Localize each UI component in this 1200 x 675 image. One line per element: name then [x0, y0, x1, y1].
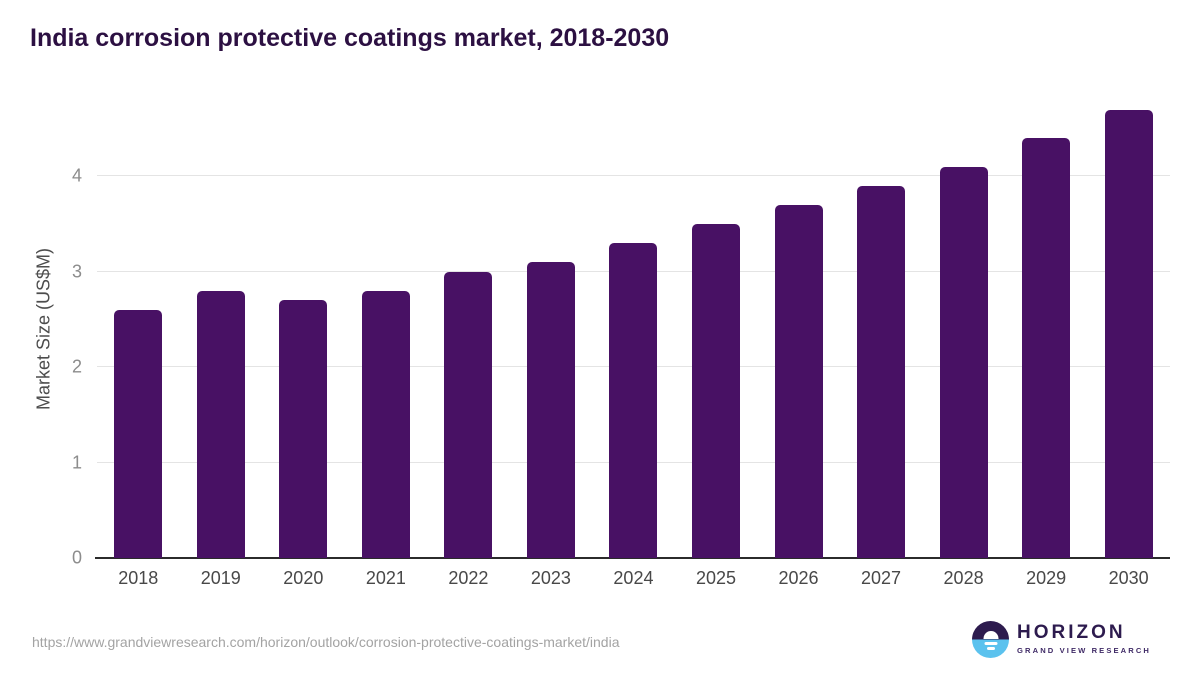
bar-2019	[196, 290, 245, 558]
x-axis-labels: 2018 2019 2020 2021 2022 2023 2024 2025 2026 2027…	[97, 568, 1170, 589]
plot-area	[95, 100, 1170, 559]
bar-slot-2023	[510, 100, 593, 558]
bar-2027	[857, 185, 906, 558]
x-tick-label-2029: 2029	[1026, 568, 1067, 588]
bar-slot-2021	[345, 100, 428, 558]
bar-slot-2018	[97, 100, 180, 558]
bar-2021	[361, 290, 410, 558]
x-tick-label-2027: 2027	[861, 568, 902, 588]
y-tick-label-4: 4	[71, 165, 82, 186]
x-tick-label-2020: 2020	[283, 568, 324, 588]
sun-dome-shape	[983, 631, 999, 639]
horizon-sun-icon	[972, 620, 1010, 658]
brand-tagline: GRAND VIEW RESEARCH	[1017, 645, 1151, 655]
bar-2024	[609, 243, 658, 558]
bar-series	[97, 100, 1170, 558]
y-tick-label-2: 2	[71, 356, 82, 377]
chart-title: India corrosion protective coatings mark…	[30, 24, 670, 52]
bar-slot-2026	[757, 100, 840, 558]
sun-reflection-line	[986, 647, 995, 650]
x-tick-label-2023: 2023	[530, 568, 571, 588]
bar-2026	[774, 204, 823, 558]
brand-logo: HORIZON GRAND VIEW RESEARCH	[972, 620, 1151, 658]
x-tick-label-2026: 2026	[778, 568, 819, 588]
x-tick-label-2030: 2030	[1108, 568, 1149, 588]
bar-2023	[526, 262, 575, 558]
sun-reflection-line	[984, 642, 998, 645]
logo-text: HORIZON GRAND VIEW RESEARCH	[1017, 622, 1151, 655]
x-tick-label-2018: 2018	[118, 568, 159, 588]
bar-2029	[1022, 138, 1071, 558]
x-tick-label-2019: 2019	[200, 568, 241, 588]
bar-slot-2020	[262, 100, 345, 558]
gridline-y4	[97, 175, 1170, 177]
bar-2025	[691, 224, 740, 558]
brand-name: HORIZON	[1017, 622, 1126, 644]
bar-2030	[1104, 109, 1153, 558]
bar-slot-2022	[427, 100, 510, 558]
bar-slot-2025	[675, 100, 758, 558]
x-tick-label-2021: 2021	[365, 568, 406, 588]
x-tick-label-2028: 2028	[943, 568, 984, 588]
y-tick-label-3: 3	[71, 261, 82, 282]
bar-2022	[444, 271, 493, 558]
y-tick-label-0: 0	[71, 547, 82, 568]
x-tick-label-2022: 2022	[448, 568, 489, 588]
bar-slot-2027	[840, 100, 923, 558]
bar-2020	[279, 300, 328, 558]
x-tick-label-2024: 2024	[613, 568, 654, 588]
x-tick-label-2025: 2025	[695, 568, 736, 588]
y-tick-label-1: 1	[71, 452, 82, 473]
bar-slot-2030	[1087, 100, 1170, 558]
bar-2028	[939, 166, 988, 558]
bar-slot-2028	[922, 100, 1005, 558]
bar-slot-2024	[592, 100, 675, 558]
x-axis-line	[95, 557, 1170, 559]
bar-slot-2029	[1005, 100, 1088, 558]
bar-2018	[114, 309, 163, 558]
bar-slot-2019	[180, 100, 263, 558]
source-url: https://www.grandviewresearch.com/horizo…	[32, 634, 620, 650]
